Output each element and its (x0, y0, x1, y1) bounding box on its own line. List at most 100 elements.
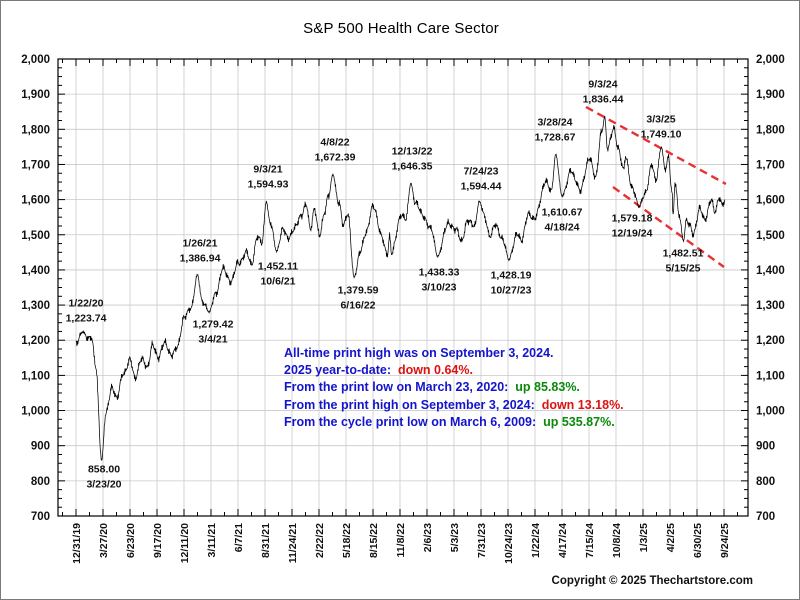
commentary-segment-green: up 85.83%. (515, 380, 580, 395)
y-axis-label-left: 1,200 (21, 335, 50, 347)
point-annotation-line2: 1,749.10 (641, 129, 682, 141)
y-axis-label-right: 700 (756, 511, 775, 523)
point-annotation-line1: 1,438.33 (419, 267, 460, 279)
y-axis-label-left: 700 (31, 511, 50, 523)
point-annotation-line1: 3/3/25 (646, 114, 675, 126)
point-annotation-line1: 4/8/22 (320, 137, 349, 149)
x-axis-label: 1/3/25 (638, 523, 650, 552)
y-axis-label-left: 1,700 (21, 159, 50, 171)
x-axis-label: 8/31/21 (260, 523, 272, 558)
trendlines (585, 105, 727, 268)
point-annotation-line2: 3/4/21 (198, 334, 227, 346)
lower-downtrend-line (612, 186, 725, 268)
gridlines (58, 59, 748, 516)
x-axis-label: 4/17/24 (557, 523, 569, 558)
copyright-text: Copyright © 2025 Thechartstore.com (551, 575, 753, 587)
point-annotation-line1: 1/26/21 (182, 238, 217, 250)
commentary-line: From the print high on September 3, 2024… (284, 397, 624, 414)
commentary-segment-blue: From the print low on March 23, 2020: (284, 380, 516, 395)
y-axis-label-right: 1,500 (756, 230, 785, 242)
commentary-block: All-time print high was on September 3, … (284, 345, 624, 431)
y-axis-label-left: 1,900 (21, 89, 50, 101)
point-annotation-line2: 3/10/23 (421, 282, 456, 294)
x-axis-label: 12/11/20 (179, 523, 191, 563)
point-annotation-line1: 858.00 (88, 464, 120, 476)
y-axis-label-left: 2,000 (21, 54, 50, 66)
point-annotation-line1: 12/13/22 (392, 146, 433, 158)
commentary-segment-blue: All-time print high was on September 3, … (284, 346, 554, 360)
y-axis-label-left: 1,000 (21, 406, 50, 418)
y-axis-label-right: 1,100 (756, 370, 785, 382)
point-annotation-line2: 1,836.44 (583, 94, 624, 106)
upper-downtrend-line (585, 105, 727, 186)
y-axis-label-left: 1,300 (21, 300, 50, 312)
point-annotation-line1: 7/24/23 (463, 166, 498, 178)
commentary-segment-red: down 13.18%. (541, 397, 624, 412)
x-axis-labels: 12/31/19 3/27/20 6/23/20 9/17/20 12/11/20 3/1… (71, 523, 731, 564)
point-annotation-line2: 4/18/24 (544, 222, 579, 234)
y-axis-label-left: 800 (31, 476, 50, 488)
point-annotation-line1: 1,482.51 (663, 248, 704, 260)
x-axis-label: 8/15/22 (368, 523, 380, 558)
point-annotation-line1: 1,279.42 (193, 319, 234, 331)
point-annotation-line1: 3/28/24 (537, 117, 572, 129)
x-axis-label: 10/8/24 (611, 523, 623, 558)
x-axis-label: 6/30/25 (692, 523, 704, 558)
point-annotation-line1: 1,610.67 (542, 207, 583, 219)
y-axis-label-right: 1,900 (756, 89, 785, 101)
commentary-segment-blue: 2025 year-to-date: (284, 363, 398, 378)
y-axis-label-right: 1,300 (756, 300, 785, 312)
point-annotation-line1: 1/22/20 (68, 298, 103, 310)
point-annotation-line1: 9/3/21 (253, 164, 282, 176)
x-axis-label: 6/23/20 (125, 523, 137, 558)
point-annotation-line2: 1,594.93 (248, 179, 289, 191)
point-annotation-line2: 5/15/25 (665, 263, 700, 275)
x-axis-label: 2/22/22 (314, 523, 326, 558)
point-annotation-line2: 10/6/21 (260, 276, 295, 288)
x-axis-label: 11/24/21 (287, 523, 299, 563)
point-annotation-line2: 1,646.35 (392, 161, 433, 173)
chart-title: S&P 500 Health Care Sector (303, 20, 499, 37)
commentary-line: 2025 year-to-date: down 0.64%. (284, 362, 624, 379)
point-annotation-line2: 6/16/22 (340, 300, 375, 312)
x-axis-label: 5/18/22 (341, 523, 353, 558)
point-annotation-line1: 9/3/24 (588, 79, 617, 91)
x-axis-label: 4/2/25 (665, 523, 677, 552)
point-annotation-line2: 10/27/23 (491, 285, 532, 297)
y-axis-label-right: 1,600 (756, 195, 785, 207)
x-axis-label: 11/8/22 (395, 523, 407, 558)
commentary-segment-green: up 535.87%. (543, 414, 615, 429)
y-axis-label-right: 1,400 (756, 265, 785, 277)
x-axis-label: 3/11/21 (206, 523, 218, 558)
y-axis-label-right: 800 (756, 476, 775, 488)
x-axis-label: 9/24/25 (719, 523, 731, 558)
point-annotation-line2: 3/23/20 (86, 479, 121, 491)
x-axis-label: 5/3/23 (449, 523, 461, 552)
y-axis-label-left: 1,400 (21, 265, 50, 277)
y-axis-label-left: 1,600 (21, 195, 50, 207)
x-axis-label: 2/6/23 (422, 523, 434, 552)
y-axis-labels: 2,000 2,000 1,900 1,900 1,800 1,800 1,700 1,700… (21, 54, 785, 523)
y-axis-label-right: 2,000 (756, 54, 785, 66)
x-axis-label: 6/7/21 (233, 523, 245, 552)
point-annotation-line2: 1,672.39 (315, 152, 356, 164)
y-axis-label-right: 1,200 (756, 335, 785, 347)
point-annotations: 1/22/20 1,223.74 858.00 3/23/20 1/26/21 1,386… (66, 79, 704, 491)
y-axis-label-right: 1,800 (756, 124, 785, 136)
y-axis-label-left: 1,500 (21, 230, 50, 242)
commentary-segment-red: down 0.64%. (397, 363, 473, 378)
x-axis-label: 3/27/20 (98, 523, 110, 558)
point-annotation-line1: 1,379.59 (338, 285, 379, 297)
y-axis-label-right: 1,000 (756, 406, 785, 418)
point-annotation-line2: 1,594.44 (461, 181, 502, 193)
x-axis-label: 7/31/23 (476, 523, 488, 558)
x-axis-label: 12/31/19 (71, 523, 83, 564)
point-annotation-line1: 1,452.11 (258, 261, 298, 273)
y-axis-label-right: 1,700 (756, 159, 785, 171)
y-axis-label-left: 1,800 (21, 124, 50, 136)
x-axis-label: 9/17/20 (152, 523, 164, 558)
point-annotation-line1: 1,428.19 (491, 270, 532, 282)
point-annotation-line2: 1,386.94 (180, 253, 221, 265)
x-axis-label: 1/22/24 (530, 523, 542, 558)
commentary-segment-blue: From the print high on September 3, 2024… (284, 397, 542, 412)
